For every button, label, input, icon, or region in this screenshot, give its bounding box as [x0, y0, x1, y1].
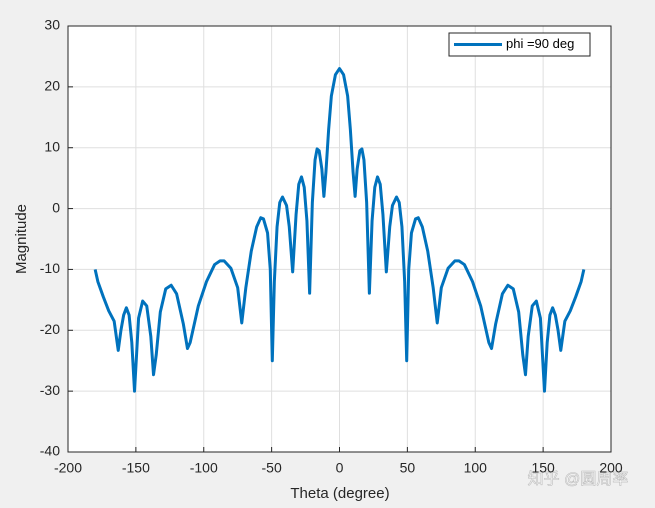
y-tick-label: -40 — [40, 443, 60, 459]
x-tick-label: -100 — [190, 460, 218, 476]
watermark: 知乎 @圆周率 — [528, 470, 629, 488]
axes-box — [67, 25, 612, 453]
y-tick-label: 20 — [44, 78, 60, 94]
data-line — [93, 67, 586, 393]
x-tick-label: -150 — [122, 460, 150, 476]
y-tick-label: 10 — [44, 138, 60, 154]
y-tick-label: 0 — [52, 199, 60, 215]
x-tick-label: 0 — [336, 460, 344, 476]
legend-box — [448, 32, 591, 57]
x-tick-label: -50 — [262, 460, 282, 476]
x-axis-label: Theta (degree) — [290, 485, 389, 502]
y-tick-label: 30 — [44, 17, 60, 33]
y-tick-label: -20 — [40, 321, 60, 337]
legend-label: phi =90 deg — [506, 36, 574, 51]
x-tick-label: 100 — [464, 460, 488, 476]
y-tick-label: -30 — [40, 382, 60, 398]
x-tick-label: 200 — [599, 460, 623, 476]
y-tick-label: -10 — [40, 260, 60, 276]
x-tick-label: -200 — [54, 460, 82, 476]
x-tick-label: 50 — [400, 460, 416, 476]
y-axis-label: Magnitude — [13, 204, 30, 274]
x-tick-label: 150 — [531, 460, 555, 476]
